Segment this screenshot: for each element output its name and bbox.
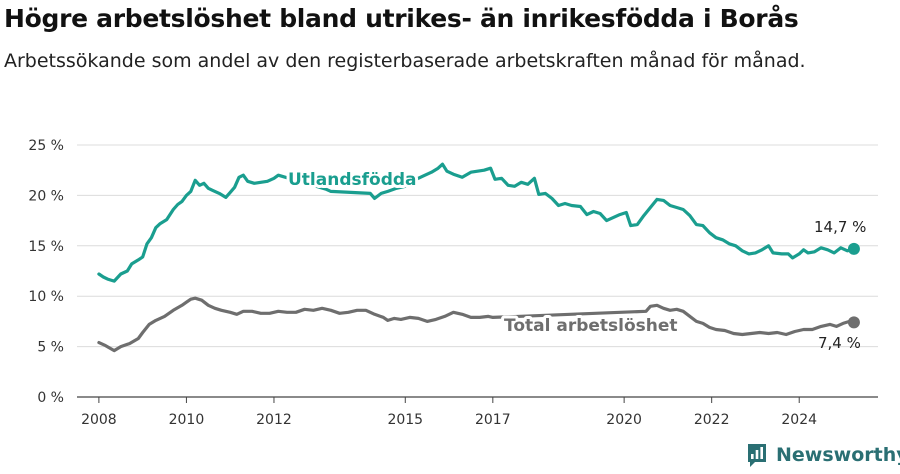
series-line-1 — [97, 296, 856, 353]
x-tick-label: 2024 — [781, 412, 817, 428]
series-line-0 — [97, 162, 856, 283]
series-name-total: Total arbetslöshet — [504, 316, 678, 336]
brand: Newsworthy — [746, 440, 900, 470]
y-tick-label: 20 % — [28, 188, 64, 204]
chart-subtitle: Arbetssökande som andel av den registerb… — [4, 50, 806, 72]
series-labels: Utlandsfödda Total arbetslöshet 14,7 % 7,4 … — [285, 167, 866, 352]
x-tick-label: 2022 — [694, 412, 730, 428]
chart-title: Högre arbetslöshet bland utrikes- än inr… — [4, 4, 799, 33]
series-lines — [97, 162, 860, 353]
brand-name: Newsworthy — [776, 444, 900, 466]
y-tick-label: 25 % — [28, 138, 64, 154]
end-value-label-1: 7,4 % — [818, 334, 861, 352]
newsworthy-logo-icon — [748, 444, 766, 467]
series-name-utlandsfodda: Utlandsfödda — [288, 170, 417, 190]
x-tick-label: 2010 — [169, 412, 205, 428]
series-end-point-0 — [847, 242, 860, 255]
x-tick-label: 2015 — [387, 412, 423, 428]
x-tick-label: 2020 — [606, 412, 642, 428]
series-end-point-1 — [847, 316, 860, 329]
x-tick-label: 2012 — [256, 412, 292, 428]
grid — [77, 144, 878, 398]
y-tick-label: 0 % — [37, 390, 64, 406]
y-tick-label: 10 % — [28, 289, 64, 305]
x-tick-label: 2008 — [81, 412, 117, 428]
end-value-label-0: 14,7 % — [814, 218, 866, 236]
x-axis: 2008 2010 2012 2015 2017 2020 2022 2024 — [81, 397, 817, 428]
y-tick-label: 5 % — [37, 340, 64, 356]
x-tick-label: 2017 — [475, 412, 511, 428]
y-tick-label: 15 % — [28, 239, 64, 255]
y-axis-ticks: 0 % 5 % 10 % 15 % 20 % 25 % — [28, 138, 64, 406]
